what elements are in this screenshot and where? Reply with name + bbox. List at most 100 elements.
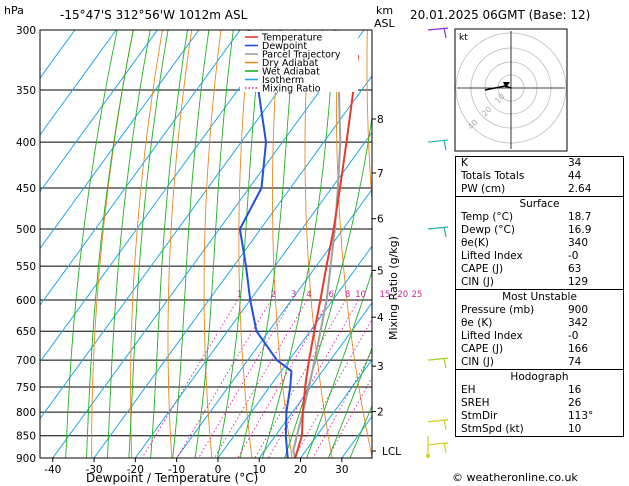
pressure-tick-label: 700 [16, 355, 36, 367]
wet-adiabat [217, 30, 262, 458]
legend-label: Parcel Trajectory [262, 50, 341, 61]
asl-unit-label: ASL [374, 17, 396, 30]
mixing-ratio-label: 25 [411, 290, 422, 300]
surface-row: θe(K) 340 [461, 237, 589, 249]
wet-adiabat [239, 30, 296, 458]
pressure-tick-label: 500 [16, 224, 36, 236]
hodograph-unit: kt [459, 33, 468, 43]
mixing-ratio-label: 3 [291, 290, 296, 300]
mixing-ratio-label: 20 [397, 290, 408, 300]
isotherm-line [52, 30, 365, 458]
wind-barb-dot [426, 454, 430, 458]
mixing-ratio-line [214, 299, 308, 458]
wind-barb-feather [443, 27, 447, 39]
wind-barb [427, 27, 449, 31]
pressure-tick-label: 600 [16, 295, 36, 307]
dry-adiabat [130, 30, 163, 458]
pressure-tick-label: 750 [16, 382, 36, 394]
x-axis-label: Dewpoint / Temperature (°C) [86, 471, 258, 485]
dry-adiabat [336, 30, 372, 458]
km-tick-label: 4 [377, 312, 384, 324]
mixing-ratio-axis-label: Mixing Ratio (g/kg) [387, 236, 400, 340]
pressure-tick-label: 900 [16, 453, 36, 465]
mu-row: θe (K) 342 [461, 317, 589, 329]
most-unstable-title: Most Unstable [502, 291, 577, 303]
mixing-ratio-label: 15 [379, 290, 390, 300]
isotherm-line [258, 302, 372, 458]
isotherm-line [93, 75, 372, 458]
pressure-tick-label: 650 [16, 326, 36, 338]
wind-barb-feather [443, 226, 447, 238]
wind-barb [427, 357, 449, 361]
mu-row: Lifted Index -0 [461, 330, 579, 342]
surface-row: Temp (°C) 18.7 [461, 211, 592, 223]
parcel-trajectory [292, 30, 342, 458]
plot-frame [39, 29, 373, 459]
pressure-tick-label: 800 [16, 407, 36, 419]
mixing-ratio-label: 1 [237, 290, 242, 300]
wet-adiabat [86, 30, 134, 458]
hodo-row: SREH 26 [461, 397, 582, 409]
temperature-tick-label: -40 [44, 464, 61, 476]
credit-text: © weatheronline.co.uk [452, 471, 578, 484]
wind-barb [427, 139, 449, 143]
hodo-row: EH 16 [461, 384, 582, 396]
plot-axes: 1 2 3 4 6 8 10 15 20 2530035040045050055060065070… [16, 25, 422, 476]
km-tick-label: 5 [377, 265, 384, 277]
mixing-ratio-line [293, 318, 372, 458]
wind-barb [427, 442, 449, 446]
hodo-row: StmSpd (kt) 10 [461, 423, 582, 435]
mixing-ratio-line [176, 299, 272, 458]
isotherm-line [40, 30, 76, 79]
index-row-k: K 34 [461, 157, 582, 169]
isotherm-line [40, 30, 241, 306]
mixing-ratio-label: 8 [345, 290, 350, 300]
dry-adiabat [238, 30, 253, 458]
isotherm-line [40, 30, 282, 363]
indices-table: K 34 Totals Totals 44 PW (cm) 2.64 Surface … [455, 156, 624, 437]
temperature-profile [294, 54, 360, 458]
mixing-ratio-label: 4 [306, 290, 311, 300]
hodograph-title: Hodograph [510, 371, 569, 383]
temperature-tick-label: -30 [85, 464, 102, 476]
mixing-ratio-line [327, 376, 372, 458]
dry-adiabat [397, 30, 453, 458]
temperature-tick-label: 20 [294, 464, 307, 476]
temperature-tick-label: 10 [253, 464, 266, 476]
mixing-ratio-label: 6 [328, 290, 333, 300]
wind-barb-feather [443, 139, 447, 151]
dry-adiabat [167, 30, 193, 458]
plot-profiles [238, 30, 360, 458]
wet-adiabat [107, 30, 151, 458]
pressure-tick-label: 850 [16, 431, 36, 443]
mixing-ratio-line [141, 299, 238, 458]
km-tick-label: 6 [377, 214, 384, 226]
location-title: -15°47'S 312°56'W 1012m ASL [60, 8, 248, 22]
pressure-tick-label: 550 [16, 261, 36, 273]
isotherm-line [40, 30, 200, 250]
wet-adiabat [284, 114, 372, 458]
mixing-ratio-label: 10 [355, 290, 366, 300]
plot-grid [40, 30, 453, 458]
storm-motion-marker [503, 82, 510, 88]
lcl-label: LCL [382, 446, 401, 458]
isotherm-line [300, 358, 372, 458]
mu-row: CIN (J) 74 [461, 356, 582, 368]
legend-label: Dewpoint [262, 41, 307, 52]
temperature-tick-label: -20 [127, 464, 144, 476]
km-tick-label: 2 [377, 407, 384, 419]
dry-adiabat [203, 30, 222, 458]
wind-barb-feather [443, 419, 447, 430]
legend-label: Dry Adiabat [262, 58, 319, 69]
datetime-title: 20.01.2025 06GMT (Base: 12) [410, 8, 590, 22]
temperature-tick-label: -10 [168, 464, 185, 476]
index-row-pw: PW (cm) 2.64 [461, 183, 592, 195]
mixing-ratio-line [254, 299, 346, 458]
legend-label: Temperature [261, 33, 322, 44]
wet-adiabat [150, 30, 188, 458]
pressure-tick-label: 350 [16, 85, 36, 97]
mu-row: CAPE (J) 166 [461, 343, 589, 355]
wet-adiabat [194, 30, 234, 458]
pressure-unit: hPa [4, 4, 24, 17]
